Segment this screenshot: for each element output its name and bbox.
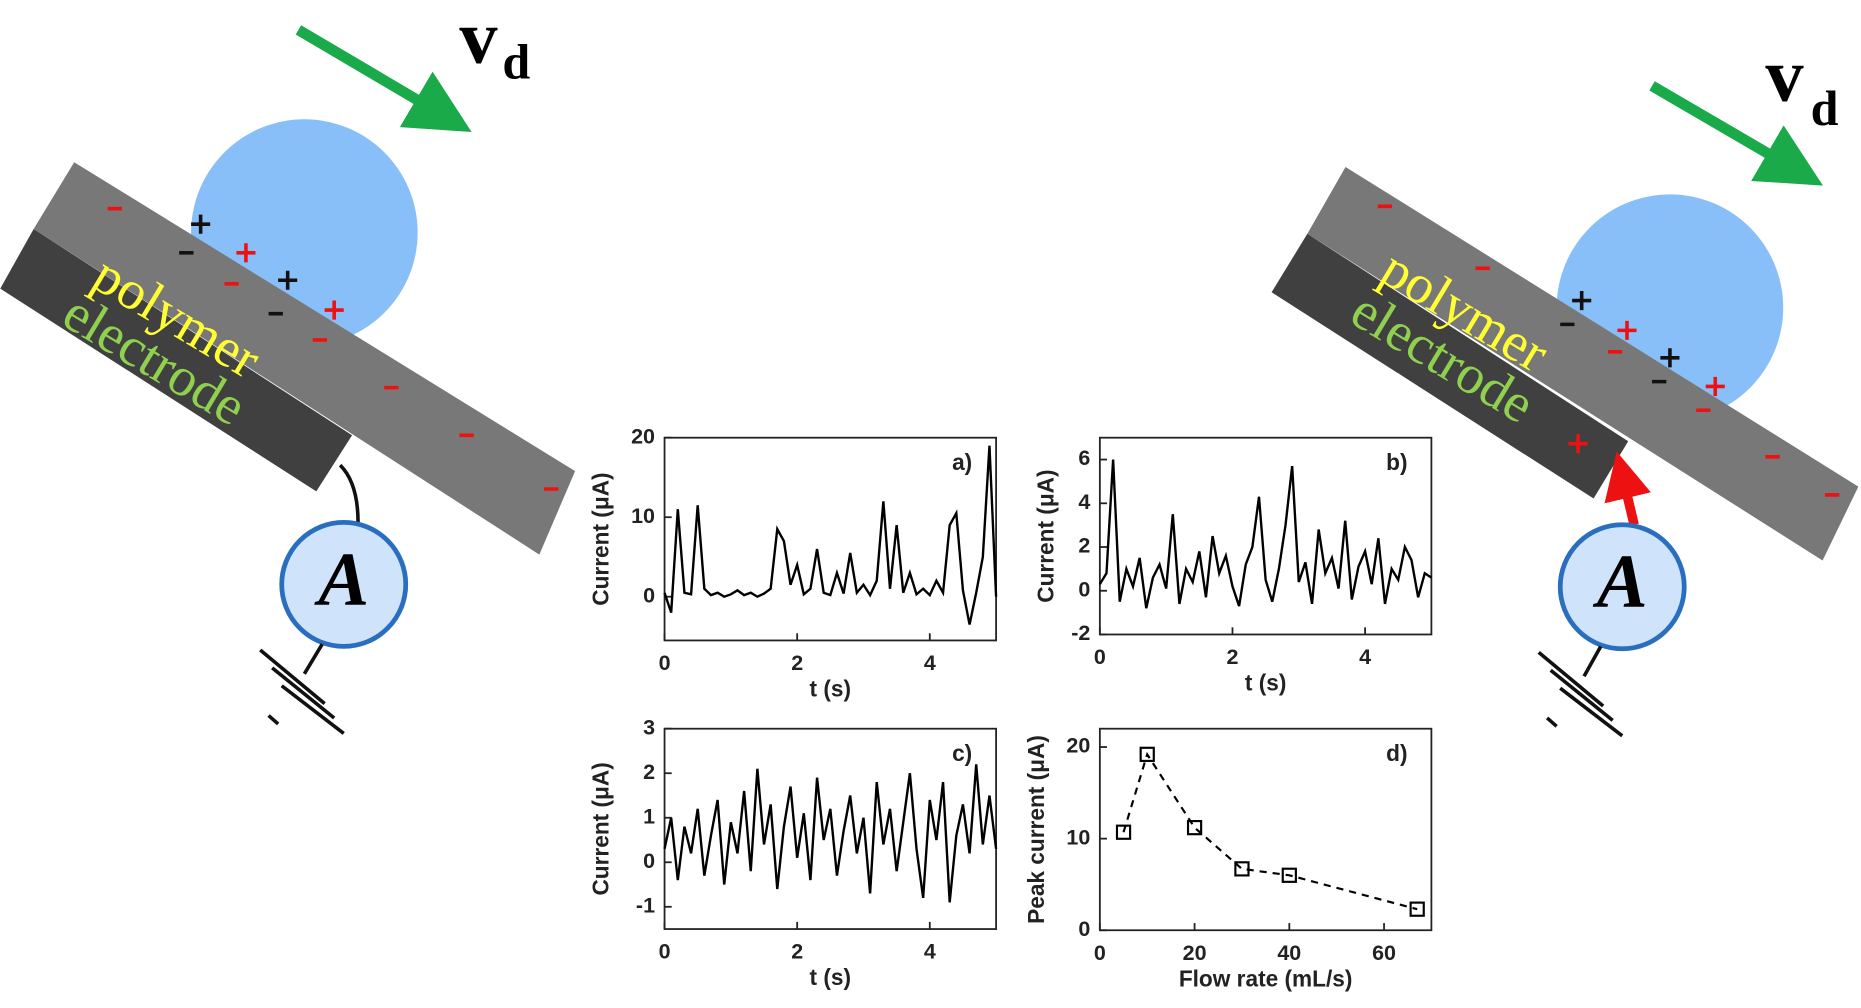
ammeter-label: A — [1593, 539, 1648, 624]
velocity-arrow — [1649, 81, 1823, 186]
electrode-layer — [0, 228, 353, 492]
y-tick-label: 2 — [1078, 534, 1090, 558]
y-tick-label: 0 — [1078, 577, 1090, 601]
x-tick-label: 60 — [1372, 941, 1396, 965]
left-diagram: v d polymer electrode A — [0, 0, 576, 735]
charges — [107, 206, 559, 491]
data-line — [663, 445, 998, 625]
panel-label: b) — [1386, 449, 1407, 475]
x-tick-label: 2 — [1227, 645, 1239, 669]
y-tick-label: 6 — [1078, 446, 1090, 470]
data-marker — [1186, 820, 1203, 836]
x-tick-label: 0 — [1094, 941, 1106, 965]
y-axis-label: Current (μA) — [588, 762, 614, 895]
y-tick-label: 4 — [1078, 490, 1090, 514]
x-tick-label: 2 — [791, 940, 803, 964]
x-axis-label: t (s) — [1245, 670, 1287, 696]
y-tick-label: 20 — [1066, 734, 1090, 758]
data-line — [663, 764, 998, 903]
ammeter — [279, 519, 409, 649]
y-tick-label: -1 — [636, 893, 655, 917]
polymer-layer — [1307, 166, 1859, 561]
x-tick-label: 40 — [1277, 941, 1301, 965]
plot: 0 2 4 0 10 20 t (s) Current (μA) a) — [588, 424, 998, 702]
wire — [338, 463, 360, 523]
data-line — [1098, 459, 1433, 609]
y-tick-label: -2 — [1071, 621, 1090, 645]
data-marker — [1281, 867, 1297, 883]
plot-frame — [663, 436, 997, 642]
y-axis-label: Current (μA) — [1032, 469, 1058, 602]
x-tick-label: 4 — [924, 940, 936, 964]
velocity-label: v — [459, 0, 498, 80]
plot-frame — [1098, 727, 1433, 932]
panel-label: a) — [952, 449, 972, 475]
y-tick-label: 1 — [643, 804, 655, 828]
data-marker — [1409, 901, 1425, 917]
y-tick-label: 2 — [643, 760, 655, 784]
plot-frame — [1098, 436, 1433, 636]
velocity-subscript: d — [502, 33, 530, 89]
x-axis-label: t (s) — [810, 676, 852, 702]
data-marker — [1234, 861, 1250, 877]
x-tick-label: 0 — [659, 651, 671, 675]
y-tick-label: 10 — [1066, 825, 1090, 849]
data-marker — [1139, 746, 1155, 762]
y-tick-label: 3 — [643, 715, 655, 739]
data-line — [1122, 751, 1418, 911]
velocity-label: v — [1765, 33, 1804, 118]
panel-label: c) — [952, 740, 972, 766]
y-axis-label: Peak current (μA) — [1023, 735, 1049, 924]
velocity-subscript: d — [1811, 80, 1839, 136]
y-tick-label: 0 — [1078, 917, 1090, 941]
x-tick-label: 4 — [1359, 645, 1371, 669]
ground — [259, 643, 345, 735]
ground — [1537, 645, 1624, 738]
y-tick-label: 0 — [643, 583, 655, 607]
x-axis-label: Flow rate (mL/s) — [1179, 965, 1353, 991]
x-axis-label: t (s) — [810, 964, 852, 990]
ammeter-label: A — [314, 536, 369, 621]
electrode-layer — [1271, 233, 1629, 499]
right-diagram: v d polymer electrode A — [1271, 33, 1859, 738]
y-axis-label: Current (μA) — [588, 472, 614, 605]
panel-label: d) — [1386, 740, 1407, 766]
charges — [1377, 204, 1840, 497]
velocity-arrow — [295, 25, 472, 133]
polymer-layer — [33, 162, 576, 555]
y-tick-label: 0 — [643, 849, 655, 873]
y-tick-label: 10 — [631, 504, 655, 528]
x-tick-label: 0 — [1094, 645, 1106, 669]
x-tick-label: 20 — [1183, 941, 1207, 965]
data-marker — [1115, 824, 1132, 840]
current-arrow — [1604, 451, 1651, 526]
x-tick-label: 0 — [659, 940, 671, 964]
ammeter — [1557, 522, 1687, 652]
y-tick-label: 20 — [631, 424, 655, 448]
x-tick-label: 2 — [791, 651, 803, 675]
x-tick-label: 4 — [924, 651, 936, 675]
